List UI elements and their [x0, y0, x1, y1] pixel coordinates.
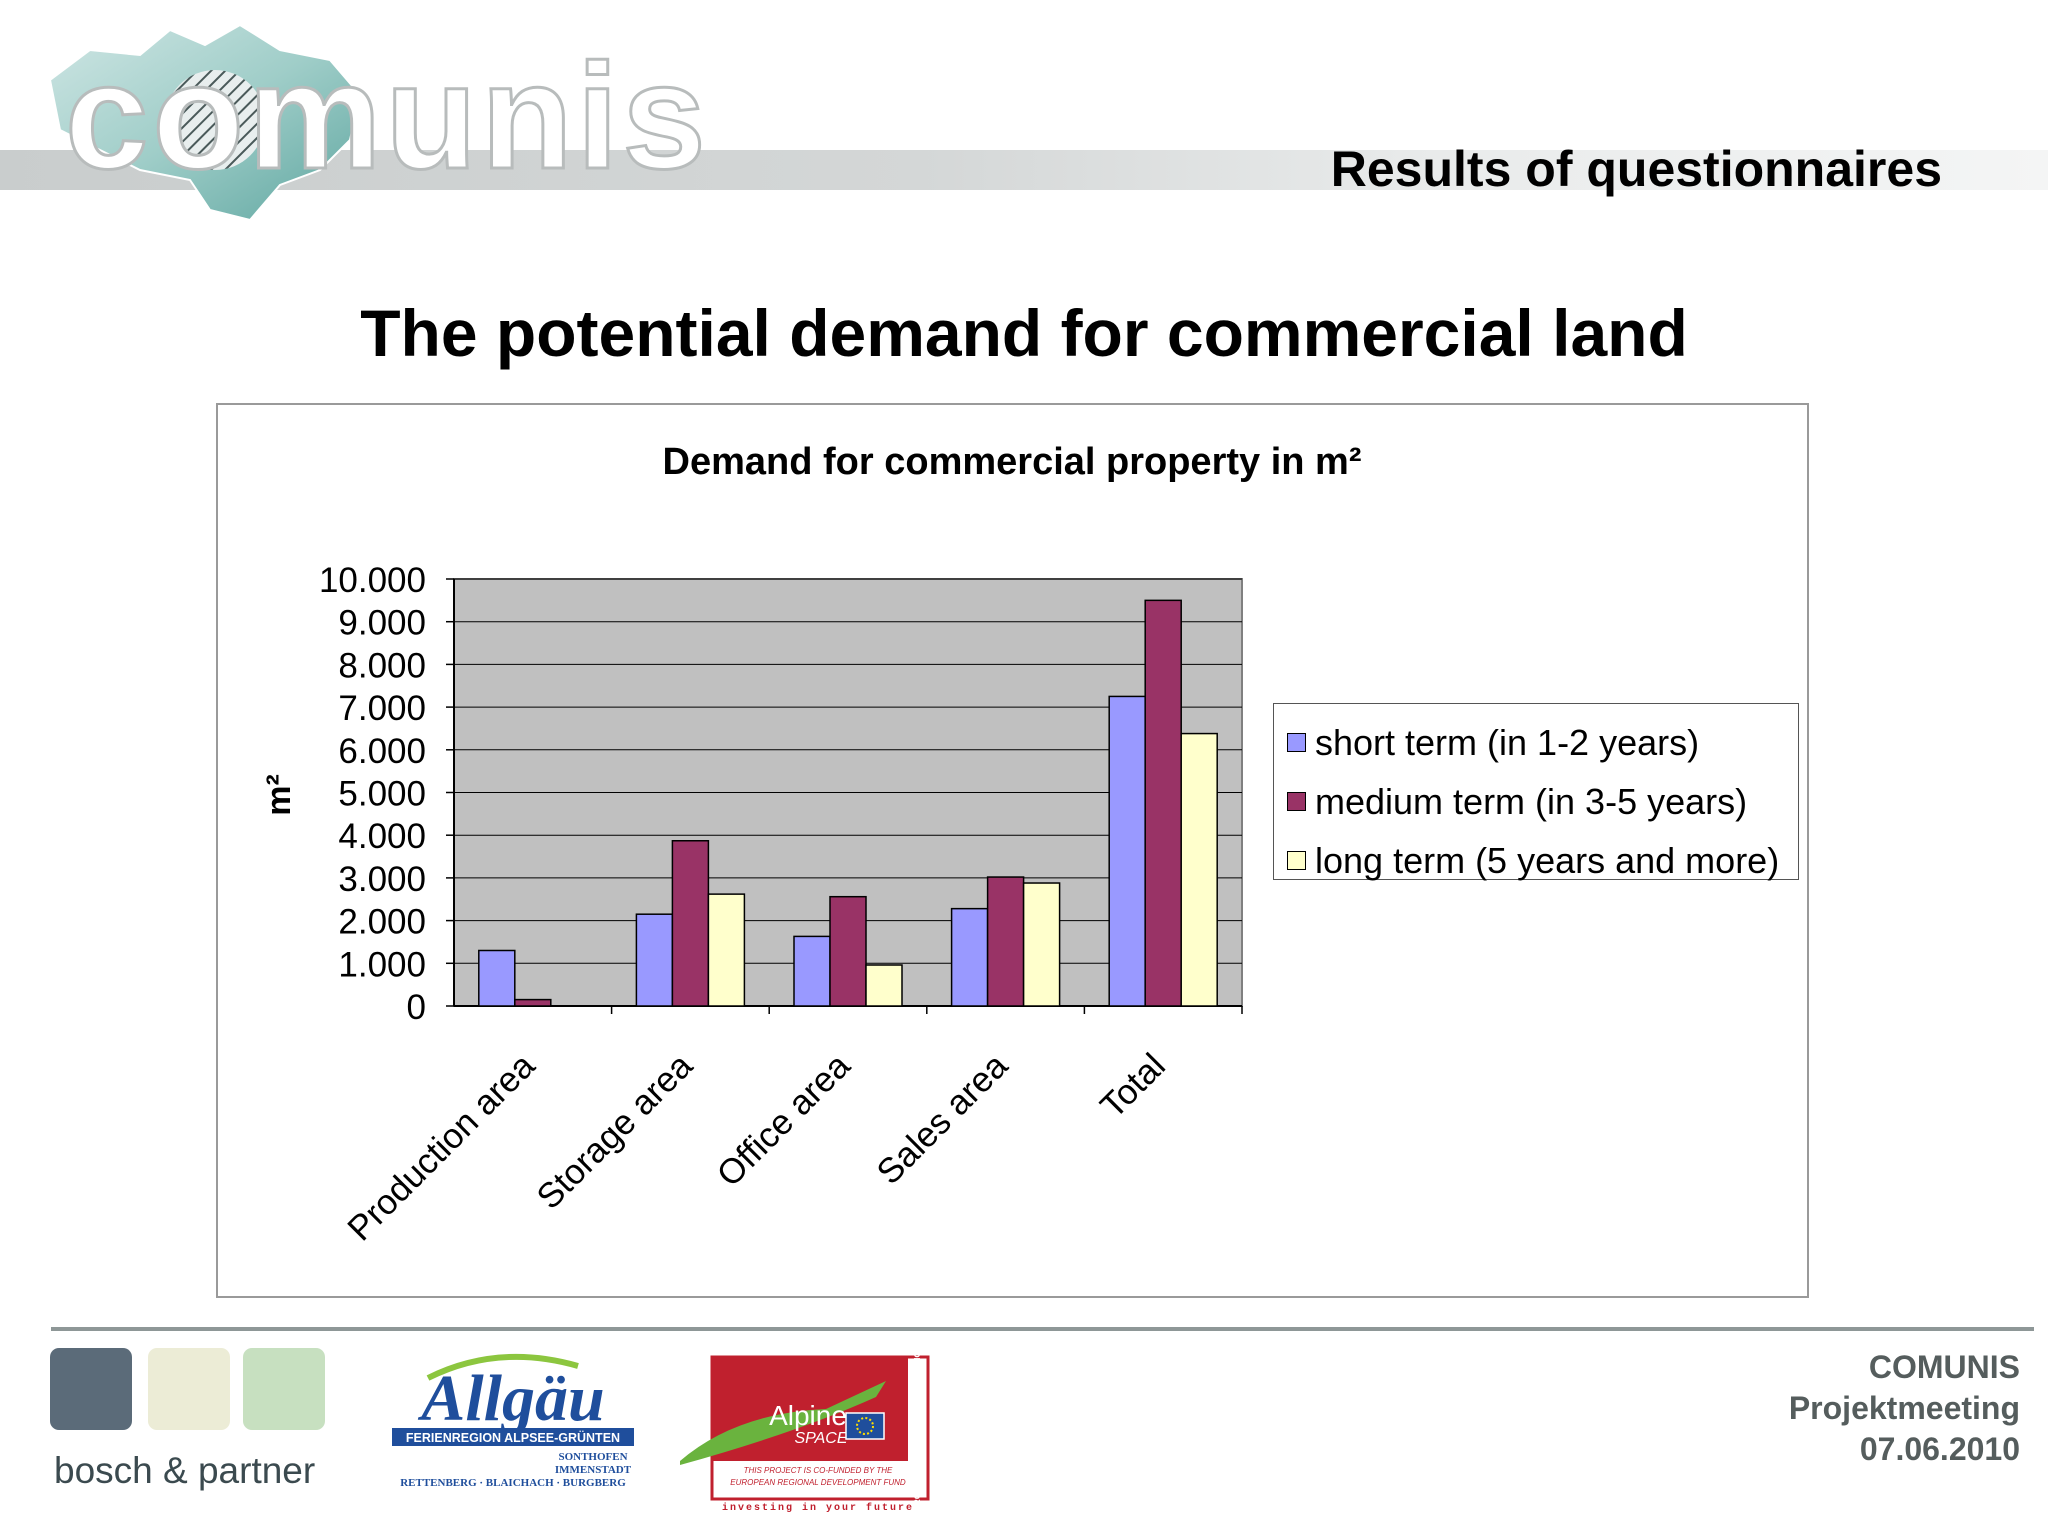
- legend-label: short term (in 1-2 years): [1315, 721, 1700, 763]
- y-axis-label: m²: [260, 774, 298, 816]
- bar: [986, 876, 1025, 1007]
- allgaeu-logo: Allgäu FERIENREGION ALPSEE-GRÜNTEN SONTH…: [392, 1353, 634, 1488]
- y-tick-label: 3.000: [338, 860, 426, 899]
- comunis-logo: comunis: [48, 23, 710, 222]
- logo-square-cream: [148, 1348, 230, 1430]
- y-tick-label: 9.000: [338, 604, 426, 643]
- logo-square-slate: [50, 1348, 132, 1430]
- meeting-info: COMUNIS Projektmeeting 07.06.2010: [1789, 1347, 2020, 1470]
- svg-text:investing in your future: investing in your future: [722, 1502, 914, 1513]
- bar: [865, 964, 903, 1007]
- footer-divider: [51, 1327, 2034, 1331]
- legend-label: medium term (in 3-5 years): [1315, 780, 1748, 822]
- chart-title: Demand for commercial property in m²: [663, 441, 1362, 483]
- svg-text:THIS PROJECT IS CO-FUNDED BY T: THIS PROJECT IS CO-FUNDED BY THE: [744, 1466, 893, 1475]
- bar: [950, 907, 989, 1007]
- svg-text:Alpine: Alpine: [769, 1400, 847, 1431]
- chart-legend: short term (in 1-2 years) medium term (in…: [1273, 703, 1799, 881]
- meeting-date: 07.06.2010: [1859, 1431, 2020, 1467]
- legend-item: long term (5 years and more): [1274, 831, 1798, 890]
- y-tick-label: 1.000: [338, 945, 426, 984]
- bar: [829, 895, 867, 1007]
- legend-label: long term (5 years and more): [1315, 839, 1780, 881]
- y-tick-label: 2.000: [338, 903, 426, 942]
- bar: [671, 840, 710, 1007]
- bar: [1108, 695, 1146, 1007]
- svg-text:IMMENSTADT: IMMENSTADT: [555, 1464, 632, 1476]
- bosch-partner-logo: bosch & partner: [50, 1348, 340, 1498]
- x-tick-label: Total: [1093, 1046, 1173, 1126]
- bar: [707, 893, 746, 1007]
- y-tick-label: 10.000: [319, 561, 426, 600]
- legend-swatch: [1287, 733, 1306, 752]
- legend-swatch: [1287, 851, 1306, 870]
- alpine-space-logo: Alpine SPACE EUROPEAN TERRITORIAL COOPER…: [680, 1353, 930, 1513]
- bar: [635, 913, 674, 1007]
- y-tick-label: 5.000: [338, 775, 426, 814]
- svg-text:EUROPEAN TERRITORIAL COOPERATI: EUROPEAN TERRITORIAL COOPERATION: [912, 1353, 922, 1513]
- header-band: [0, 150, 2048, 190]
- svg-text:SONTHOFEN: SONTHOFEN: [558, 1451, 627, 1463]
- partner-name: bosch & partner: [54, 1450, 316, 1491]
- legend-swatch: [1287, 792, 1306, 811]
- x-tick-label: Production area: [340, 1046, 543, 1249]
- bar: [478, 949, 516, 1007]
- x-tick-label: Sales area: [869, 1046, 1015, 1192]
- logo-square-green: [243, 1348, 325, 1430]
- bar: [514, 998, 552, 1007]
- y-tick-label: 8.000: [338, 646, 426, 685]
- svg-text:SPACE: SPACE: [794, 1430, 847, 1447]
- logo-wordmark: comunis: [65, 32, 710, 200]
- legend-item: medium term (in 3-5 years): [1274, 772, 1798, 831]
- y-tick-label: 4.000: [338, 817, 426, 856]
- svg-text:Allgäu: Allgäu: [417, 1362, 604, 1435]
- x-tick-label: Storage area: [529, 1046, 700, 1217]
- svg-text:RETTENBERG · BLAICHACH · BURGB: RETTENBERG · BLAICHACH · BURGBERG: [400, 1477, 626, 1488]
- bar: [1180, 732, 1218, 1007]
- legend-item: short term (in 1-2 years): [1274, 713, 1798, 772]
- svg-text:EUROPEAN REGIONAL DEVELOPMENT: EUROPEAN REGIONAL DEVELOPMENT FUND: [730, 1478, 906, 1487]
- bar: [793, 935, 831, 1007]
- meeting-project: COMUNIS: [1868, 1349, 2020, 1385]
- bar: [1022, 882, 1061, 1007]
- meeting-title: Projektmeeting: [1788, 1390, 2020, 1426]
- slide-title: The potential demand for commercial land: [360, 296, 1688, 370]
- svg-text:FERIENREGION ALPSEE-GRÜNTEN: FERIENREGION ALPSEE-GRÜNTEN: [406, 1430, 620, 1445]
- y-tick-label: 0: [407, 988, 426, 1027]
- x-tick-label: Office area: [709, 1046, 858, 1195]
- y-tick-label: 7.000: [338, 689, 426, 728]
- section-title: Results of questionnaires: [1330, 141, 1942, 197]
- y-tick-label: 6.000: [338, 732, 426, 771]
- bar: [1144, 599, 1182, 1007]
